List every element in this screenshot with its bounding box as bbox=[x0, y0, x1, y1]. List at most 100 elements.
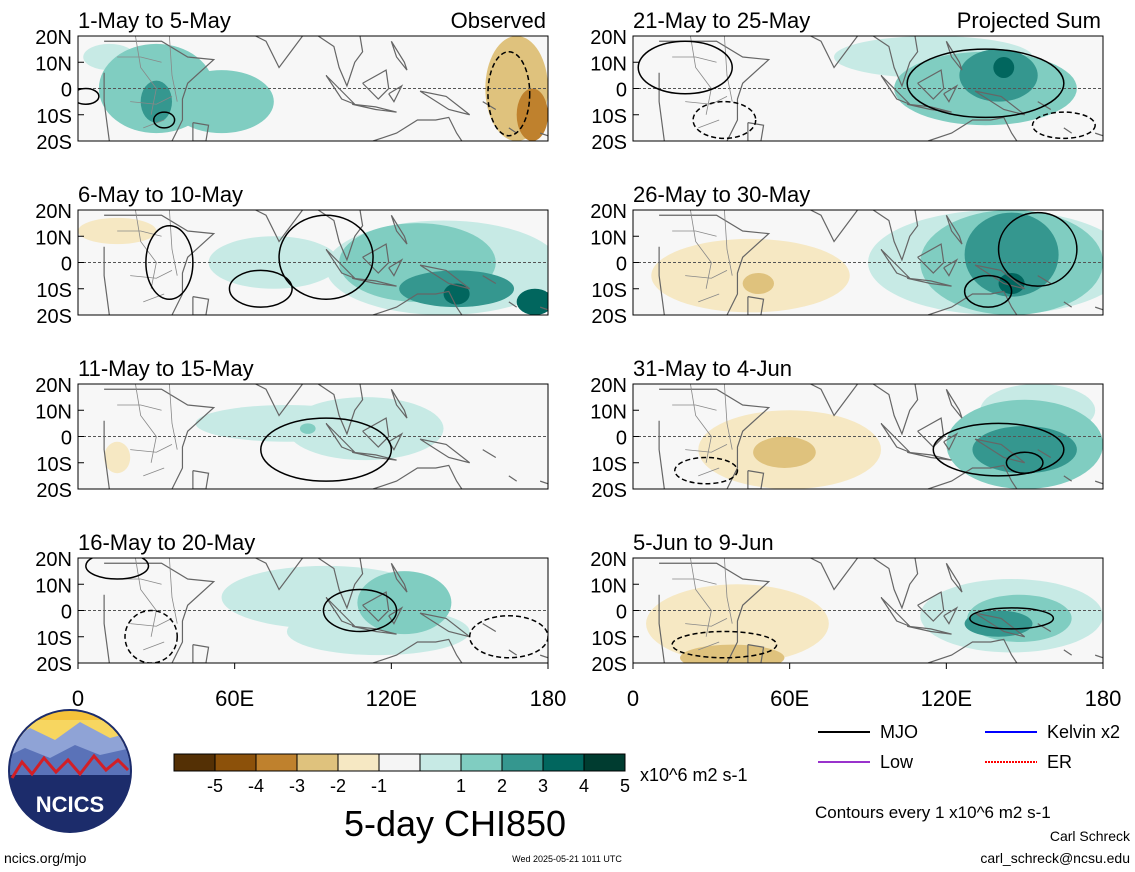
lat-tick-label: 10S bbox=[591, 106, 627, 128]
coastline bbox=[482, 275, 497, 285]
country-border bbox=[690, 558, 712, 637]
country-border bbox=[723, 36, 733, 102]
author-name: Carl Schreck bbox=[1050, 828, 1131, 844]
country-border bbox=[672, 404, 717, 411]
lat-tick-label: 20N bbox=[35, 375, 72, 397]
coastline bbox=[539, 480, 548, 485]
panel-2: 20N 10N 0 10S 20S 21-May to 25-May Projected S… bbox=[590, 8, 1104, 154]
coastline bbox=[917, 591, 945, 622]
mjo-contour bbox=[322, 588, 398, 633]
lon-tick-label: 0 bbox=[72, 686, 84, 711]
coastline bbox=[352, 625, 397, 635]
mjo-contour bbox=[152, 111, 176, 129]
mjo-contour bbox=[278, 214, 374, 300]
panel-title: 5-Jun to 9-Jun bbox=[633, 530, 774, 555]
coastline bbox=[658, 72, 665, 141]
colorbar-swatch bbox=[542, 753, 585, 772]
coastline bbox=[419, 90, 471, 116]
country-border bbox=[723, 210, 733, 276]
lat-tick-label: 10N bbox=[35, 227, 72, 249]
colorbar-tick-label: -2 bbox=[330, 776, 346, 796]
chi-anomaly-blob bbox=[972, 426, 1077, 474]
country-border bbox=[672, 230, 717, 237]
coastline bbox=[747, 122, 765, 141]
coastline bbox=[1063, 301, 1073, 308]
coastline bbox=[103, 246, 110, 315]
lat-tick-label: 10N bbox=[590, 227, 627, 249]
country-border bbox=[135, 558, 157, 637]
mjo-contour bbox=[906, 48, 1065, 119]
mjo-contour bbox=[963, 274, 1013, 308]
lat-tick-label: 10N bbox=[35, 53, 72, 75]
ncics-logo: NCICS bbox=[8, 709, 132, 833]
coastline bbox=[103, 594, 110, 663]
coastline bbox=[1094, 480, 1103, 485]
site-link[interactable]: ncics.org/mjo bbox=[4, 850, 87, 866]
coastline bbox=[539, 306, 548, 311]
coastline bbox=[658, 420, 665, 489]
mjo-contour bbox=[487, 51, 531, 137]
country-border bbox=[723, 384, 733, 450]
lat-tick-label: 10S bbox=[591, 454, 627, 476]
lat-tick-label: 10S bbox=[36, 106, 72, 128]
lat-tick-label: 20S bbox=[591, 480, 627, 502]
coastline bbox=[1063, 475, 1073, 482]
country-border bbox=[698, 467, 720, 477]
coastline bbox=[104, 388, 216, 489]
coastline bbox=[974, 90, 1026, 116]
country-border bbox=[143, 641, 165, 651]
mjo-contour bbox=[78, 87, 100, 105]
author-email[interactable]: carl_schreck@ncsu.edu bbox=[980, 850, 1130, 866]
colorbar-swatch bbox=[296, 753, 339, 772]
coastline bbox=[104, 562, 216, 663]
colorbar-swatch bbox=[583, 753, 626, 772]
lat-tick-label: 10N bbox=[35, 575, 72, 597]
coastline bbox=[362, 69, 390, 100]
mjo-contour bbox=[1031, 111, 1096, 140]
coastline bbox=[1037, 623, 1052, 633]
panel-5: 20N 10N 0 10S 20S 11-May to 15-May bbox=[35, 356, 549, 502]
colorbar-tick-label: -3 bbox=[289, 776, 305, 796]
coastline bbox=[390, 562, 408, 593]
lat-tick-label: 10N bbox=[590, 53, 627, 75]
coastline bbox=[372, 638, 463, 663]
coastline bbox=[372, 116, 463, 141]
colorbar-tick-label: 1 bbox=[456, 776, 466, 796]
country-border bbox=[168, 36, 178, 102]
panel-8: 20N 10N 0 10S 20S 5-Jun to 9-Jun bbox=[590, 530, 1104, 676]
coastline bbox=[659, 214, 771, 315]
coastline bbox=[508, 649, 518, 656]
lat-tick-label: 10S bbox=[591, 280, 627, 302]
coastline bbox=[927, 290, 1018, 315]
colorbar-swatch bbox=[501, 753, 544, 772]
country-border bbox=[135, 36, 157, 115]
coastline bbox=[810, 210, 859, 243]
coastline bbox=[1037, 449, 1052, 459]
lat-tick-label: 20S bbox=[36, 132, 72, 154]
mjo-contour bbox=[674, 456, 739, 485]
panel-title: 11-May to 15-May bbox=[78, 356, 254, 381]
lat-tick-label: 10N bbox=[590, 575, 627, 597]
lon-tick-label: 120E bbox=[921, 686, 972, 711]
lon-tick-label: 0 bbox=[627, 686, 639, 711]
country-border bbox=[168, 384, 178, 450]
lat-tick-label: 10S bbox=[36, 628, 72, 650]
coastline bbox=[747, 470, 765, 489]
coastline bbox=[974, 264, 1026, 290]
coastline bbox=[388, 84, 404, 103]
colorbar-swatch bbox=[255, 753, 298, 772]
coastline bbox=[943, 432, 959, 451]
coastline bbox=[352, 451, 397, 461]
lat-tick-label: 20S bbox=[591, 132, 627, 154]
mjo-contour bbox=[85, 558, 150, 580]
country-border bbox=[672, 56, 717, 63]
mjo-contour bbox=[671, 630, 778, 659]
panel-3: 20N 10N 0 10S 20S 6-May to 10-May bbox=[35, 182, 549, 328]
coastline bbox=[352, 103, 397, 113]
colorbar-tick-label: 3 bbox=[538, 776, 548, 796]
country-border bbox=[690, 36, 712, 115]
mjo-contour bbox=[228, 269, 293, 308]
panel-title: 21-May to 25-May bbox=[633, 8, 810, 33]
panel-title: 6-May to 10-May bbox=[78, 182, 243, 207]
